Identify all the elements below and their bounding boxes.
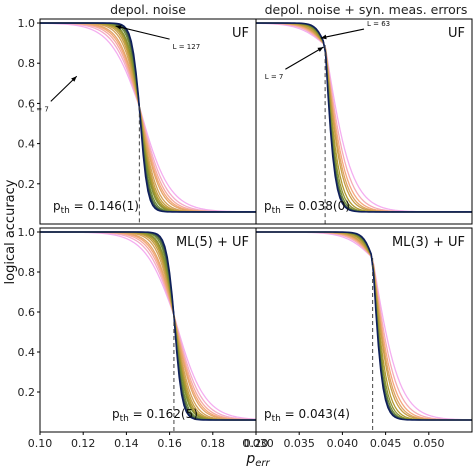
series-line-L111 <box>40 22 256 213</box>
annotation-label: L = 7 <box>265 73 284 81</box>
y-axis-label: logical accuracy <box>3 179 18 284</box>
x-tick-label: 0.035 <box>283 437 315 450</box>
x-axis-label-main: p <box>245 451 255 467</box>
y-tick-label: 0.2 <box>18 386 36 399</box>
annotation-arrowhead <box>71 76 77 82</box>
panel-label: ML(5) + UF <box>176 235 249 250</box>
x-tick-label: 0.16 <box>157 437 182 450</box>
series-line-L7 <box>256 22 472 213</box>
series-line-L55 <box>256 22 472 213</box>
series-line-L31 <box>256 22 472 213</box>
series-line-L23 <box>256 231 472 421</box>
x-tick-label: 0.14 <box>114 437 139 450</box>
series-line-L127 <box>40 231 256 421</box>
series-line-L63 <box>256 231 472 421</box>
y-tick-label: 0.8 <box>18 266 36 279</box>
annotation-arrowhead <box>115 25 122 30</box>
x-tick-label: 0.10 <box>28 437 53 450</box>
series-line-L15 <box>256 22 472 213</box>
column-title-left: depol. noise <box>110 2 186 17</box>
y-tick-label: 0.6 <box>18 306 36 319</box>
panel-top-left: 1.0 0.8 0.6 0.4 0.2 UF pth = 0.146(1) L = 127 L … <box>18 17 257 225</box>
panel-top-right: UF pth = 0.038(0) L = 63 L = 7 <box>255 18 473 225</box>
series-line-L11 <box>256 22 472 213</box>
series-line-L31 <box>40 231 256 421</box>
panel-frame <box>39 227 257 433</box>
curves <box>256 22 472 213</box>
panel-label: UF <box>448 26 465 41</box>
y-tick-label: 0.6 <box>18 97 36 110</box>
threshold-label: pth = 0.043(4) <box>264 407 350 424</box>
panel-label: UF <box>232 26 249 41</box>
series-line-L19 <box>40 231 256 421</box>
annotation-arrow <box>320 28 365 39</box>
series-line-L39 <box>256 231 472 421</box>
series-line-L39 <box>40 231 256 421</box>
x-tick-label: 0.12 <box>71 437 96 450</box>
x-tick-label: 0.045 <box>370 437 402 450</box>
y-tick-label: 0.2 <box>18 178 36 191</box>
y-tick-label: 0.8 <box>18 57 36 70</box>
series-line-L55 <box>256 231 472 421</box>
annotation-arrow <box>115 25 170 40</box>
x-tick-label: 0.050 <box>413 437 445 450</box>
panel-label: ML(3) + UF <box>392 235 465 250</box>
series-line-L7 <box>40 231 256 420</box>
threshold-label: pth = 0.038(0) <box>264 199 350 216</box>
y-tick-label: 0.4 <box>18 346 36 359</box>
series-line-L19 <box>256 231 472 421</box>
column-title-right: depol. noise + syn. meas. errors <box>265 2 468 17</box>
panel-frame <box>255 227 473 433</box>
x-axis-label-sub: err <box>255 458 270 469</box>
series-line-L11 <box>40 231 256 421</box>
y-tick-label: 1.0 <box>18 226 36 239</box>
curves <box>40 231 256 421</box>
annotation-label: L = 7 <box>30 105 49 113</box>
series-line-L11 <box>256 231 472 421</box>
x-tick-label: 0.20 <box>244 437 269 450</box>
x-tick-label-shared: 0.030 <box>242 437 274 450</box>
panels: 1.0 0.8 0.6 0.4 0.2 UF pth = 0.146(1) L = 127 L … <box>18 17 473 450</box>
series-line-L63 <box>256 22 472 213</box>
threshold-label: pth = 0.162(5) <box>112 407 198 424</box>
x-tick-label: 0.18 <box>201 437 226 450</box>
x-tick-label: 0.040 <box>327 437 359 450</box>
y-tick-label: 0.4 <box>18 138 36 151</box>
curves <box>40 22 256 213</box>
series-line-L39 <box>256 22 472 213</box>
series-line-L55 <box>40 231 256 421</box>
series-line-L79 <box>40 231 256 421</box>
series-line-L31 <box>256 231 472 421</box>
series-line-L7 <box>256 231 472 421</box>
series-line-L15 <box>256 231 472 421</box>
series-line-L47 <box>40 231 256 421</box>
annotation-label: L = 127 <box>173 43 201 51</box>
series-line-L47 <box>256 22 472 213</box>
panel-bottom-right: 0.035 0.040 0.045 0.050 ML(3) + UF pth = 0.04… <box>255 227 473 450</box>
series-line-L23 <box>256 22 472 213</box>
panel-bottom-left: 1.0 0.8 0.6 0.4 0.2 0.10 0.12 0.14 0.16 0.18 0.20 M… <box>18 226 269 450</box>
annotation-arrowhead <box>320 34 327 40</box>
annotation-arrowhead <box>317 47 324 52</box>
y-tick-label: 1.0 <box>18 17 36 30</box>
panel-frame <box>255 18 473 225</box>
threshold-label: pth = 0.146(1) <box>53 199 139 216</box>
curves <box>256 231 472 421</box>
series-line-L111 <box>40 231 256 421</box>
series-line-L23 <box>40 231 256 421</box>
annotation-arrow <box>50 75 78 102</box>
x-axis-label: perr <box>245 451 270 469</box>
series-line-L127 <box>40 22 256 213</box>
series-line-L95 <box>40 231 256 421</box>
annotation-label: L = 63 <box>367 20 390 28</box>
annotation-arrow <box>285 46 324 70</box>
series-line-L47 <box>256 231 472 421</box>
series-line-L15 <box>40 231 256 421</box>
series-line-L63 <box>40 231 256 421</box>
series-line-L19 <box>256 22 472 213</box>
